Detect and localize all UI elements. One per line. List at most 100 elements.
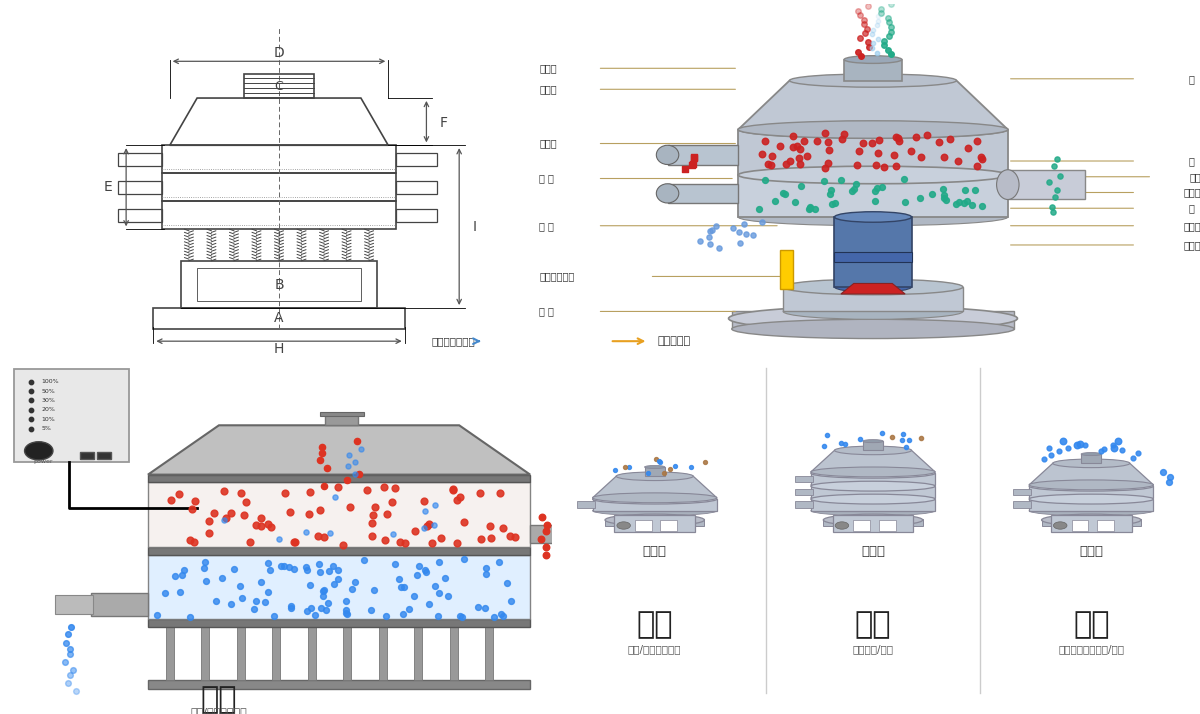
- Point: [684, 158, 703, 169]
- Point: [1094, 443, 1114, 455]
- Point: [865, 195, 884, 206]
- Point: [476, 563, 496, 574]
- Point: [298, 564, 317, 575]
- Point: [395, 580, 414, 592]
- Point: [446, 495, 466, 506]
- Point: [935, 189, 954, 201]
- Ellipse shape: [784, 279, 962, 295]
- Point: [889, 135, 908, 146]
- Point: [391, 581, 410, 593]
- Point: [854, 19, 874, 30]
- Ellipse shape: [811, 481, 935, 491]
- Point: [808, 136, 827, 147]
- Point: [310, 558, 329, 569]
- Polygon shape: [738, 81, 1008, 129]
- Point: [874, 39, 893, 51]
- Point: [1070, 438, 1090, 450]
- Point: [497, 577, 516, 588]
- Point: [872, 3, 892, 14]
- Point: [1048, 154, 1067, 165]
- Point: [947, 198, 966, 210]
- Point: [325, 578, 344, 589]
- Point: [354, 554, 373, 565]
- Point: [619, 461, 638, 473]
- Point: [842, 185, 862, 196]
- Point: [308, 530, 328, 541]
- Point: [332, 539, 352, 550]
- Point: [259, 557, 278, 568]
- Text: 上部重锤: 上部重锤: [1183, 188, 1200, 198]
- Ellipse shape: [844, 56, 902, 64]
- Point: [532, 533, 551, 544]
- Point: [55, 656, 74, 668]
- Ellipse shape: [844, 76, 902, 84]
- Point: [962, 200, 982, 211]
- Point: [858, 23, 877, 34]
- Point: [815, 128, 834, 139]
- Bar: [379, 627, 386, 680]
- Point: [836, 438, 856, 449]
- Point: [862, 29, 881, 40]
- Point: [455, 553, 474, 564]
- Point: [312, 441, 331, 453]
- Point: [336, 595, 355, 607]
- Point: [815, 176, 834, 187]
- Bar: [811, 473, 935, 485]
- Point: [337, 474, 356, 486]
- Point: [450, 491, 469, 503]
- Point: [826, 197, 845, 208]
- Point: [893, 428, 912, 439]
- Point: [306, 610, 325, 621]
- Bar: [644, 467, 665, 476]
- Point: [1042, 449, 1061, 461]
- Point: [734, 218, 754, 229]
- Polygon shape: [811, 451, 935, 472]
- Point: [972, 200, 991, 211]
- Point: [444, 483, 463, 495]
- Ellipse shape: [811, 467, 935, 477]
- Point: [425, 520, 444, 531]
- Point: [224, 563, 244, 575]
- Text: 筛  网: 筛 网: [1189, 74, 1200, 84]
- Point: [362, 509, 382, 521]
- Point: [887, 161, 906, 172]
- Point: [493, 610, 512, 622]
- Point: [690, 235, 709, 246]
- Point: [1043, 206, 1062, 218]
- Point: [881, 26, 900, 37]
- Point: [851, 9, 870, 21]
- Bar: [450, 627, 457, 680]
- Text: 颗粒/粉末准确分级: 颗粒/粉末准确分级: [628, 644, 682, 654]
- Point: [314, 531, 334, 542]
- Bar: [148, 680, 530, 690]
- Ellipse shape: [811, 506, 935, 516]
- Point: [859, 36, 878, 48]
- Point: [480, 521, 499, 532]
- Point: [349, 468, 368, 480]
- Text: 运输固定螺栓: 运输固定螺栓: [539, 271, 575, 281]
- Point: [701, 238, 720, 249]
- Point: [58, 677, 77, 688]
- Bar: [343, 627, 352, 680]
- Bar: [811, 486, 935, 498]
- Point: [20, 404, 40, 416]
- Point: [422, 537, 442, 548]
- Point: [791, 159, 810, 170]
- Ellipse shape: [1030, 480, 1153, 490]
- Point: [428, 610, 448, 622]
- Bar: [1008, 170, 1085, 199]
- Point: [232, 593, 251, 604]
- Point: [758, 159, 778, 170]
- Point: [454, 517, 473, 528]
- Point: [317, 463, 336, 474]
- Ellipse shape: [1042, 514, 1141, 526]
- Point: [901, 145, 920, 156]
- Point: [934, 183, 953, 194]
- Point: [1054, 436, 1073, 447]
- Point: [311, 567, 330, 578]
- Ellipse shape: [1081, 453, 1102, 456]
- Point: [300, 579, 319, 590]
- Point: [60, 643, 79, 655]
- Point: [832, 175, 851, 186]
- Point: [872, 181, 892, 193]
